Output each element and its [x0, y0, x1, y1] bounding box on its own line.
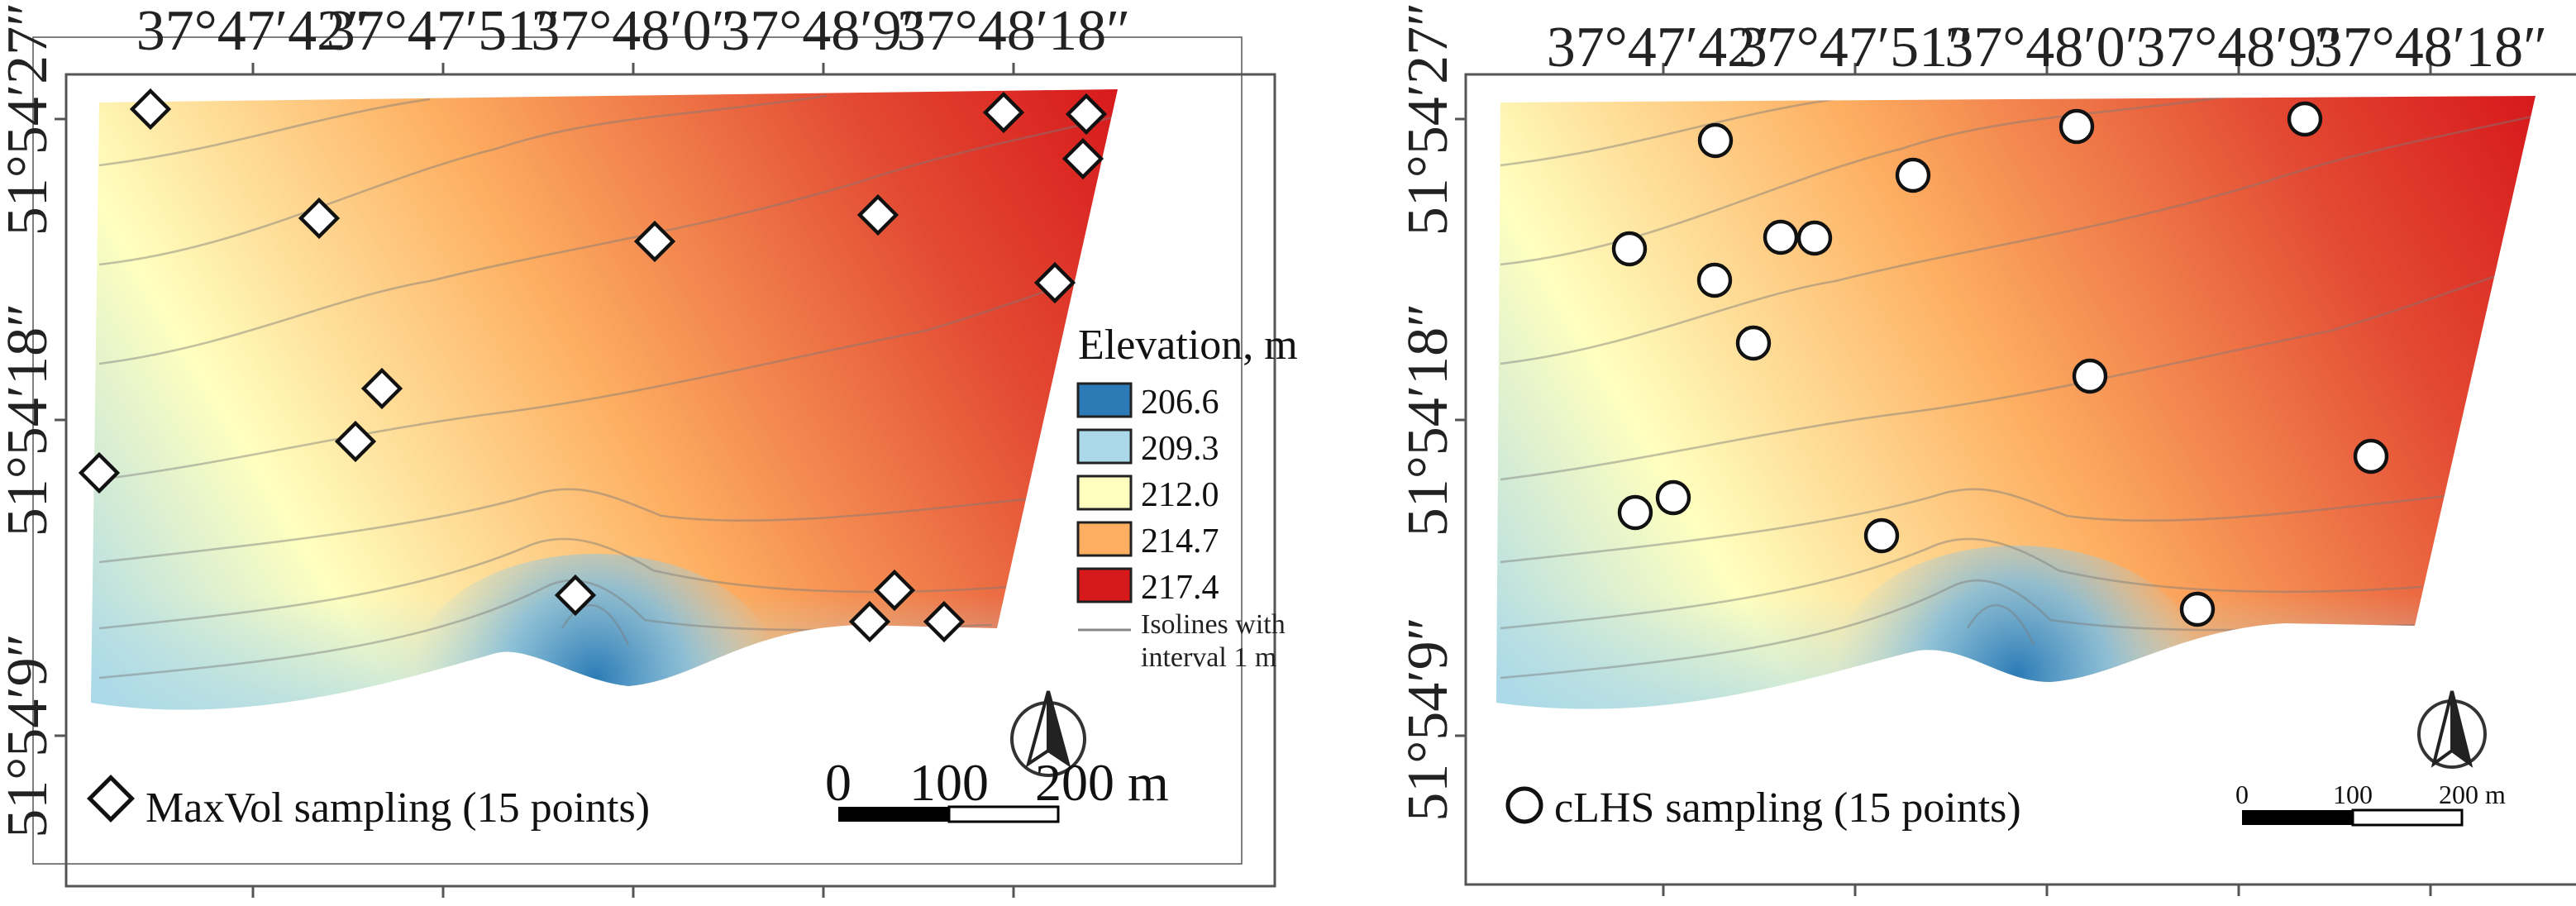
scale-bar: 0 100 200 m: [825, 753, 1169, 823]
scale-label: 100: [909, 753, 989, 812]
lon-label: 37°48′9″: [721, 0, 925, 63]
lon-label: 37°48′0″: [531, 0, 735, 63]
maxvol-sample-point: [334, 420, 377, 463]
maxvol-sample-point: [360, 367, 403, 410]
isolines-label: interval 1 m: [1141, 642, 1276, 673]
isolines: [1500, 96, 2535, 680]
sampling-legend-clhs: cLHS sampling (15 points): [1505, 784, 2021, 832]
clhs-sample-point: [1895, 157, 1931, 193]
clhs-sample-point: [1611, 231, 1648, 267]
elevation-legend: Elevation, m 206.6 209.3 212.0 214.7 217.4 I…: [1076, 322, 1298, 673]
clhs-sample-point: [1655, 479, 1691, 516]
scale-label: 200 m: [2439, 780, 2506, 809]
lat-label: 51°54′18″: [1396, 303, 1460, 536]
scale-bar: 0 100 200 m: [2235, 780, 2506, 827]
lon-label: 37°47′42″: [136, 0, 370, 63]
clhs-sample-point: [2072, 358, 2108, 394]
sampling-label: MaxVol sampling (15 points): [145, 784, 650, 832]
isolines-label: Isolines with: [1141, 609, 1286, 640]
clhs-sample-point: [1617, 494, 1653, 531]
legend-label: 212.0: [1141, 476, 1219, 514]
map-panel-clhs: 37°47′42″ 37°47′51″ 37°48′0″ 37°48′9″ 37…: [1396, 2, 2576, 896]
lat-label: 51°54′9″: [0, 633, 60, 837]
lon-label: 37°47′42″: [1547, 16, 1780, 79]
scale-label: 0: [2235, 780, 2249, 809]
legend-label: 217.4: [1141, 569, 1219, 607]
maxvol-sample-point: [554, 574, 597, 617]
sampling-legend-maxvol: MaxVol sampling (15 points): [87, 775, 650, 832]
scale-label: 0: [825, 753, 852, 812]
clhs-sample-point: [1735, 325, 1772, 361]
circle-marker-icon: [1505, 786, 1543, 824]
maxvol-sample-point: [78, 451, 121, 494]
maxvol-sample-point: [298, 197, 341, 240]
lon-label: 37°48′18″: [897, 0, 1130, 63]
graticule-ticks: [55, 63, 1015, 898]
legend-swatch: [1076, 567, 1133, 603]
diamond-marker-icon: [87, 775, 135, 823]
clhs-sample-point: [2353, 438, 2389, 474]
map-frame: [1464, 73, 2576, 886]
sample-points-maxvol: [78, 88, 1108, 643]
legend-swatch: [1076, 521, 1133, 557]
legend-swatch: [1076, 428, 1133, 465]
maxvol-sample-point: [1033, 261, 1076, 304]
lat-label: 51°54′9″: [1396, 617, 1460, 821]
maxvol-sample-point: [129, 88, 172, 131]
clhs-sample-point: [1863, 517, 1900, 554]
maxvol-sample-point: [982, 91, 1025, 134]
map-panel-maxvol: 37°47′42″ 37°47′51″ 37°48′0″ 37°48′9″ 37…: [0, 0, 1276, 898]
map-frame: [32, 36, 1243, 865]
clhs-sample-point: [1763, 219, 1799, 255]
legend-label: 206.6: [1141, 384, 1219, 422]
clhs-sample-point: [2179, 591, 2216, 627]
clhs-sample-point: [2287, 101, 2323, 137]
north-arrow-icon: [1010, 690, 1086, 777]
legend-label: 209.3: [1141, 430, 1219, 468]
clhs-sample-point: [1796, 220, 1833, 256]
lon-label: 37°47′51″: [327, 0, 560, 63]
maxvol-sample-point: [873, 569, 916, 612]
legend-label: 214.7: [1141, 522, 1219, 560]
clhs-sample-point: [1696, 262, 1733, 298]
maxvol-sample-point: [633, 220, 676, 263]
legend-swatch: [1076, 474, 1133, 511]
lon-label: 37°48′18″: [2314, 16, 2547, 79]
elevation-raster: [1496, 96, 2535, 709]
lat-label: 51°54′27″: [0, 2, 60, 236]
lon-label: 37°48′9″: [2136, 16, 2340, 79]
maxvol-sample-point: [1061, 137, 1104, 180]
sample-points-clhs: [1611, 101, 2389, 627]
sampling-label: cLHS sampling (15 points): [1554, 784, 2021, 832]
legend-entries: 206.6 209.3 212.0 214.7 217.4: [1076, 382, 1219, 607]
clhs-sample-point: [1697, 122, 1734, 159]
maxvol-sample-point: [848, 600, 891, 643]
lat-label: 51°54′18″: [0, 303, 60, 536]
scale-label: 100: [2333, 780, 2373, 809]
graticule-ticks: [1455, 63, 2432, 896]
map-frame-outline: [64, 73, 1276, 888]
maxvol-sample-point: [923, 600, 966, 643]
maxvol-sample-point: [1065, 93, 1108, 136]
lon-label: 37°47′51″: [1739, 16, 1972, 79]
north-arrow-icon: [2417, 690, 2487, 769]
legend-swatch: [1076, 382, 1133, 418]
maxvol-sample-point: [856, 193, 899, 236]
lat-label: 51°54′27″: [1396, 2, 1460, 236]
scale-label: 200 m: [1035, 753, 1169, 812]
lon-label: 37°48′0″: [1944, 16, 2149, 79]
legend-title: Elevation, m: [1078, 322, 1298, 369]
clhs-sample-point: [2058, 108, 2095, 145]
